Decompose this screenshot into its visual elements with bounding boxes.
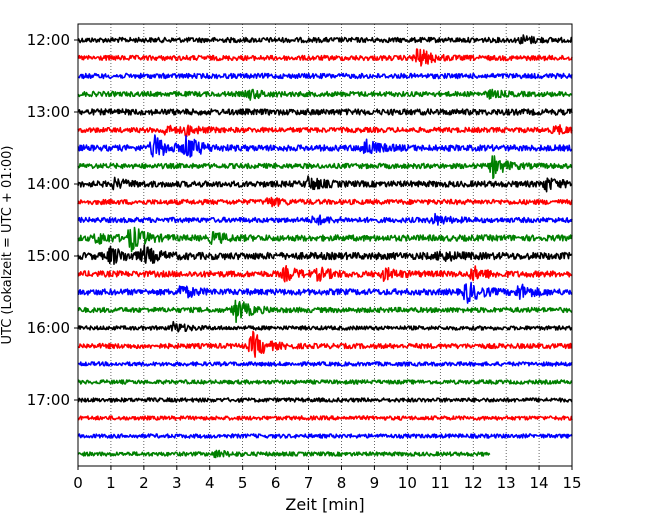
trace-row-1415 [77,196,573,208]
y-tick-label-0: 12:00 [27,31,70,49]
trace-row-1715 [77,415,573,421]
x-tick-label-6: 6 [271,474,281,492]
trace-row-1215 [77,48,573,67]
trace-row-1230 [77,72,573,80]
trace-group [77,34,573,459]
y-tick-label-4: 16:00 [27,319,70,337]
trace-row-1530 [77,281,573,304]
plot-frame [77,23,573,467]
x-tick-label-9: 9 [370,474,380,492]
trace-row-1745 [77,449,491,459]
x-tick-label-7: 7 [304,474,314,492]
x-tick-label-8: 8 [337,474,347,492]
x-axis-ticks: 0 1 2 3 4 5 6 7 8 9 10 11 12 13 14 15 [73,466,582,492]
trace-row-1300 [77,108,573,116]
trace-row-1400 [77,175,573,193]
y-axis-ticks: 12:00 13:00 14:00 15:00 16:00 17:00 [27,31,78,409]
trace-row-1600 [77,320,573,333]
trace-row-1615 [77,330,573,358]
y-tick-label-1: 13:00 [27,103,70,121]
x-tick-label-2: 2 [139,474,149,492]
x-tick-label-10: 10 [398,474,417,492]
x-tick-label-3: 3 [172,474,182,492]
x-tick-label-14: 14 [530,474,549,492]
trace-row-1545 [77,299,573,323]
x-tick-label-11: 11 [431,474,450,492]
x-axis-label: Zeit [min] [285,495,364,514]
y-tick-label-2: 14:00 [27,175,70,193]
y-tick-label-3: 15:00 [27,247,70,265]
x-tick-label-4: 4 [205,474,215,492]
y-axis-label: UTC (Lokalzeit = UTC + 01:00) [0,146,15,345]
x-tick-label-12: 12 [464,474,483,492]
trace-row-1730 [77,433,573,439]
trace-row-1245 [77,88,573,101]
trace-row-1330 [77,134,573,158]
x-tick-label-1: 1 [106,474,116,492]
x-tick-label-0: 0 [73,474,83,492]
trace-row-1200 [77,34,573,45]
trace-row-1430 [77,212,573,226]
trace-row-1700 [77,397,573,403]
x-tick-label-15: 15 [562,474,581,492]
trace-row-1500 [77,244,573,265]
x-tick-label-5: 5 [238,474,248,492]
trace-row-1315 [77,124,573,138]
x-tick-label-13: 13 [497,474,516,492]
trace-row-1515 [77,265,573,283]
trace-row-1645 [77,379,573,385]
trace-row-1630 [77,361,573,367]
trace-row-1345 [77,155,573,180]
trace-row-1445 [77,226,573,253]
y-tick-label-5: 17:00 [27,391,70,409]
